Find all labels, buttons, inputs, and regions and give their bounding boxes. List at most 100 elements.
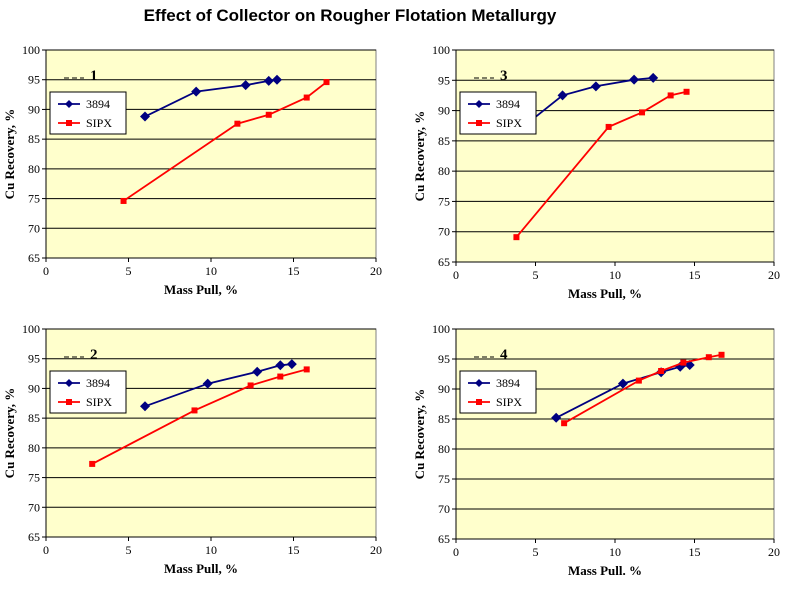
- legend-box: [49, 370, 127, 414]
- y-tick-label: 65: [438, 532, 450, 546]
- legend-marker: [65, 100, 73, 108]
- data-point-3894: [275, 360, 286, 371]
- y-tick-label: 85: [438, 134, 450, 148]
- y-tick-label: 65: [438, 255, 450, 269]
- chart-panel-3: 65 70 75 80 85 90 95 100 0 5 10 15 20 Mass Pull, % Cu …: [412, 43, 780, 301]
- legend-entry-label: 3894: [86, 97, 110, 111]
- x-tick-label: 15: [689, 545, 701, 559]
- x-tick-label: 20: [768, 545, 780, 559]
- y-tick-label: 80: [438, 442, 450, 456]
- y-tick-label: 95: [438, 352, 450, 366]
- data-point-3894: [191, 86, 202, 97]
- x-tick-label: 15: [288, 264, 300, 278]
- x-tick-label: 0: [453, 545, 459, 559]
- panel-number-label: 1: [90, 68, 98, 84]
- y-tick-label: 65: [28, 251, 40, 265]
- y-tick-label: 80: [28, 441, 40, 455]
- data-point-3894: [140, 401, 150, 412]
- y-tick-label: 100: [432, 43, 450, 57]
- panel-number-label: 2: [90, 347, 98, 363]
- chart-panel-4: 65 70 75 80 85 90 95 100 0 5 10 15 20 Mass Pull. % Cu …: [412, 322, 780, 578]
- data-point-SIPX: [718, 351, 725, 358]
- data-point-3894: [590, 81, 601, 92]
- legend: 3894 SIPX: [459, 91, 537, 135]
- x-tick-label: 10: [205, 264, 217, 278]
- y-tick-label: 85: [28, 132, 40, 146]
- x-tick-label: 20: [768, 268, 780, 282]
- data-point-SIPX: [635, 377, 642, 384]
- data-point-3894: [140, 111, 150, 122]
- x-axis-title: Mass Pull, %: [164, 561, 238, 576]
- y-tick-label: 100: [22, 322, 40, 336]
- data-point-SIPX: [234, 120, 241, 127]
- x-tick-label: 5: [533, 268, 539, 282]
- x-tick-label: 10: [609, 268, 621, 282]
- x-tick-label: 0: [43, 543, 49, 557]
- x-tick-label: 20: [370, 543, 382, 557]
- y-tick-label: 75: [438, 194, 450, 208]
- y-tick-label: 80: [438, 164, 450, 178]
- legend-box: [49, 91, 127, 135]
- y-tick-label: 95: [28, 352, 40, 366]
- plot-area: [45, 328, 377, 538]
- y-tick-label: 85: [438, 412, 450, 426]
- chart-panel-2: 65 70 75 80 85 90 95 100 0 5 10 15 20 Mass Pull, % Cu …: [2, 322, 382, 576]
- data-point-SIPX: [680, 359, 687, 366]
- x-tick-label: 20: [370, 264, 382, 278]
- data-point-3894: [263, 75, 274, 86]
- x-tick-label: 5: [126, 264, 132, 278]
- y-tick-label: 95: [438, 73, 450, 87]
- data-point-SIPX: [191, 407, 198, 414]
- legend: 3894 SIPX: [49, 91, 127, 135]
- legend-entry-label: SIPX: [496, 116, 522, 130]
- data-point-3894: [551, 412, 562, 423]
- data-point-SIPX: [303, 94, 310, 101]
- x-tick-label: 15: [288, 543, 300, 557]
- x-axis-title: Mass Pull, %: [164, 282, 238, 297]
- legend-marker: [475, 100, 483, 108]
- data-point-SIPX: [658, 368, 665, 374]
- y-tick-label: 90: [28, 102, 40, 116]
- x-tick-label: 10: [205, 543, 217, 557]
- data-point-SIPX: [605, 123, 612, 130]
- data-point-3894: [629, 74, 640, 85]
- y-tick-label: 75: [438, 472, 450, 486]
- plot-area: [45, 49, 377, 259]
- legend-box: [459, 91, 537, 135]
- legend-entry-label: SIPX: [496, 395, 522, 409]
- y-axis-title: Cu Recovery, %: [2, 388, 17, 479]
- y-axis-title: Cu Recovery, %: [412, 389, 427, 480]
- data-point-SIPX: [277, 373, 284, 380]
- y-tick-label: 70: [28, 221, 40, 235]
- data-point-SIPX: [247, 382, 254, 389]
- x-axis-title: Mass Pull, %: [568, 286, 642, 301]
- y-tick-label: 95: [28, 73, 40, 87]
- x-tick-label: 10: [609, 545, 621, 559]
- x-tick-label: 5: [126, 543, 132, 557]
- data-point-SIPX: [89, 460, 96, 467]
- legend-marker: [65, 379, 73, 387]
- data-point-3894: [648, 72, 659, 83]
- data-point-SIPX: [303, 366, 310, 373]
- y-tick-label: 100: [22, 43, 40, 57]
- data-point-3894: [557, 90, 568, 101]
- data-point-SIPX: [705, 354, 712, 361]
- y-axis-title: Cu Recovery, %: [2, 109, 17, 200]
- data-point-SIPX: [683, 88, 690, 95]
- legend-entry-label: SIPX: [86, 395, 112, 409]
- legend-entry-label: SIPX: [86, 116, 112, 130]
- data-point-SIPX: [265, 111, 272, 118]
- legend: 3894 SIPX: [459, 370, 537, 414]
- y-tick-label: 90: [438, 104, 450, 118]
- data-point-3894: [252, 366, 263, 377]
- x-axis-title: Mass Pull. %: [568, 563, 642, 578]
- x-tick-label: 5: [533, 545, 539, 559]
- panel-number-label: 3: [500, 68, 508, 84]
- legend-marker: [66, 399, 72, 405]
- plot-area: [455, 328, 775, 540]
- data-point-3894: [240, 80, 251, 91]
- x-tick-label: 15: [689, 268, 701, 282]
- legend-entry-label: 3894: [496, 97, 520, 111]
- data-point-SIPX: [667, 92, 674, 99]
